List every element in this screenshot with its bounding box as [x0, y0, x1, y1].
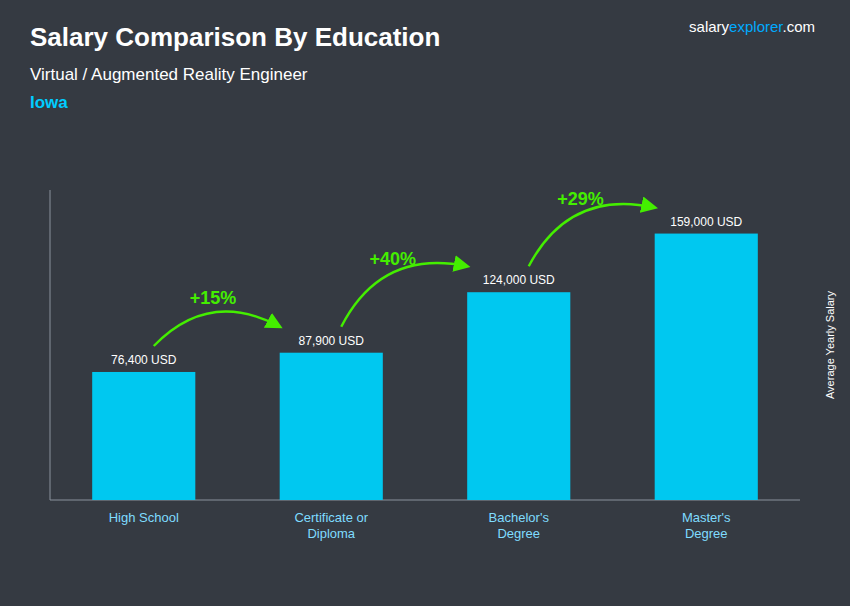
- bar: [280, 353, 383, 500]
- category-label: High School: [109, 510, 179, 525]
- category-label-line: Certificate or: [294, 510, 368, 525]
- pct-label: +29%: [557, 189, 604, 209]
- category-label: Certificate orDiploma: [294, 510, 368, 541]
- pct-label: +15%: [190, 288, 237, 308]
- category-label: Master'sDegree: [682, 510, 731, 541]
- data-label: 76,400 USD: [111, 353, 177, 367]
- category-label: Bachelor'sDegree: [489, 510, 550, 541]
- y-axis-label: Average Yearly Salary: [824, 290, 836, 399]
- chart: Salary Comparison By Education Virtual / …: [0, 0, 850, 606]
- category-label-line: Degree: [497, 526, 540, 541]
- branding-part: explorer: [729, 18, 783, 35]
- pct-arrow: [529, 204, 655, 266]
- category-label-line: Degree: [685, 526, 728, 541]
- location: Iowa: [30, 93, 68, 112]
- data-label: 159,000 USD: [670, 215, 742, 229]
- branding-part: .com: [782, 18, 815, 35]
- bars: [92, 234, 758, 500]
- y-axis-line: [50, 190, 51, 500]
- category-label-line: High School: [109, 510, 179, 525]
- bar: [92, 372, 195, 500]
- pct-arrow: [154, 311, 280, 346]
- data-label: 124,000 USD: [483, 273, 555, 287]
- title: Salary Comparison By Education: [30, 22, 440, 52]
- subtitle: Virtual / Augmented Reality Engineer: [30, 65, 308, 84]
- category-label-line: Diploma: [307, 526, 355, 541]
- branding-part: salary: [689, 18, 730, 35]
- branding: salaryexplorer.com: [689, 18, 815, 35]
- pct-arrow: [341, 263, 467, 327]
- category-label-line: Master's: [682, 510, 731, 525]
- pct-label: +40%: [369, 249, 416, 269]
- category-label-line: Bachelor's: [489, 510, 550, 525]
- bar: [467, 292, 570, 500]
- background: [0, 0, 850, 606]
- data-label: 87,900 USD: [299, 334, 365, 348]
- bar: [655, 234, 758, 500]
